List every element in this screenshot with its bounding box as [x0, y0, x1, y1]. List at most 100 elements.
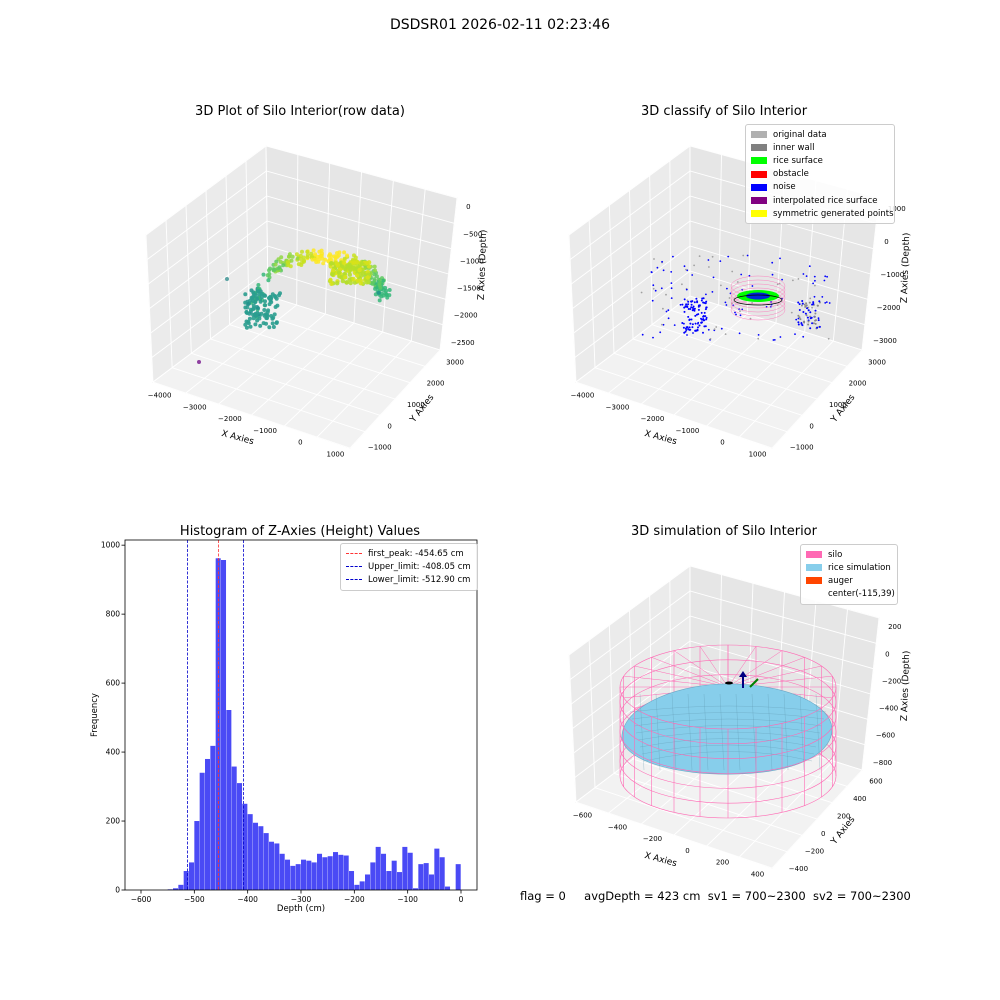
scatter-point [341, 260, 346, 265]
scatter-point [818, 300, 821, 303]
x-tick-label: −200 [344, 895, 365, 904]
scatter-point [797, 323, 800, 326]
scatter-point [702, 315, 705, 318]
panel4-z-axis-label: Z Axies (Depth) [900, 651, 912, 722]
scatter-point [330, 268, 336, 273]
legend-label: obstacle [773, 169, 809, 180]
scatter-point [343, 275, 348, 280]
scatter-point [713, 328, 716, 331]
grid-line [267, 295, 441, 351]
silo-ring [730, 283, 786, 305]
status-sv1: sv1 = 700~2300 [707, 889, 806, 903]
scatter-point [251, 312, 256, 317]
scatter-point [683, 306, 686, 309]
scatter-point [262, 308, 267, 312]
scatter-point [694, 322, 697, 325]
grid-line [248, 309, 426, 367]
scatter-point [821, 296, 824, 298]
scatter-point [381, 293, 386, 298]
silo-ring-front [619, 731, 837, 774]
scatter-point [355, 273, 360, 278]
scatter-point [705, 316, 708, 319]
histogram-bar [183, 871, 189, 890]
auger-arrow-head [739, 671, 747, 677]
scatter-point [800, 322, 803, 325]
scatter-point [351, 265, 356, 271]
y-tick-label: 200 [106, 817, 121, 826]
scatter-point [254, 313, 259, 318]
legend-entry: original data [751, 128, 889, 141]
scatter-point [364, 280, 369, 285]
histogram-axes-frame [124, 539, 478, 891]
scatter-point [689, 328, 692, 331]
panel2-z-ticks: −3000 −2000 −1000 0 1000 [873, 205, 906, 345]
scatter-point [799, 318, 802, 321]
scatter-outlier-point [197, 360, 201, 364]
scatter-point [650, 271, 653, 273]
scatter-point [359, 261, 364, 266]
x-tick-label: −600 [131, 895, 152, 904]
x-tick-label: −500 [184, 895, 205, 904]
scatter-point [262, 313, 267, 318]
panel2-z-axis-label: Z Axies (Depth) [900, 233, 912, 304]
scatter-point [275, 303, 280, 308]
scatter-point [253, 322, 258, 327]
tick-label: 0 [821, 830, 825, 838]
scatter-point [330, 272, 335, 277]
scatter-point [255, 296, 260, 301]
scatter-point [336, 270, 342, 275]
scatter-point [342, 250, 347, 255]
scatter-point [342, 256, 347, 261]
scatter-point [665, 310, 668, 313]
scatter-point [277, 293, 281, 298]
scatter-point [725, 304, 728, 306]
tick-label: −1000 [253, 427, 277, 435]
scatter-point [656, 266, 659, 269]
scatter-point [271, 325, 276, 329]
scatter-point [335, 263, 341, 268]
scatter-point [347, 272, 352, 277]
panel1-grid [145, 145, 458, 449]
scatter-point [272, 312, 277, 317]
scatter-point [344, 280, 350, 285]
scatter-point [348, 280, 353, 286]
scatter-point [316, 259, 321, 264]
scatter-point [709, 338, 712, 340]
histogram-x-axis-label: Depth (cm) [277, 904, 325, 914]
scatter-point [801, 302, 804, 305]
scatter-point [705, 300, 708, 303]
scatter-point [823, 279, 826, 282]
histogram-bar [397, 872, 403, 890]
scatter-point [691, 326, 694, 329]
scatter-point [311, 248, 316, 253]
scatter-point [274, 259, 279, 264]
scatter-point [670, 287, 673, 290]
scatter-point [731, 270, 734, 273]
scatter-point [251, 290, 256, 295]
tick-label: −400 [879, 705, 898, 713]
scatter-point [263, 299, 267, 304]
scatter-point [321, 261, 326, 266]
scatter-point [811, 322, 814, 325]
histogram-bar [349, 871, 355, 890]
status-flag: flag = 0 [520, 889, 566, 903]
scatter-point [814, 312, 817, 315]
scatter-point [691, 274, 694, 276]
panel1-z-ticks: −2500 −2000 −1500 −1000 −500 0 [451, 203, 484, 347]
silo-spoke [634, 665, 729, 688]
scatter-point [265, 310, 270, 315]
silo-spoke [727, 657, 805, 688]
scatter-point [269, 300, 274, 305]
scatter-point [698, 255, 701, 257]
scatter-point [739, 310, 741, 313]
scatter-point [814, 279, 816, 282]
panel1-title: 3D Plot of Silo Interior(row data) [195, 104, 405, 119]
panel1-x-ticks: −4000 −3000 −2000 −1000 0 1000 [148, 392, 345, 459]
tick-label: −200 [882, 677, 901, 685]
scatter-point [299, 263, 304, 267]
scatter-point [266, 278, 271, 283]
tick-label: 0 [685, 847, 689, 855]
scatter-point [794, 333, 796, 335]
tick-label: −1000 [881, 271, 905, 279]
scatter-outlier-point [225, 277, 229, 281]
